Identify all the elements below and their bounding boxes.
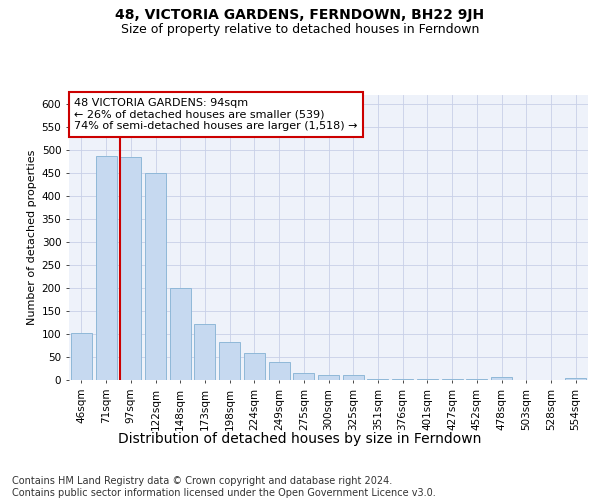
- Bar: [491, 377, 512, 380]
- Bar: [145, 172, 166, 380]
- Y-axis label: Number of detached properties: Number of detached properties: [28, 150, 37, 325]
- Bar: [318, 376, 339, 380]
- Bar: [269, 362, 290, 380]
- Text: Contains HM Land Registry data © Crown copyright and database right 2024.
Contai: Contains HM Land Registry data © Crown c…: [12, 476, 436, 498]
- Bar: [466, 379, 487, 380]
- Bar: [565, 378, 586, 380]
- Text: Size of property relative to detached houses in Ferndown: Size of property relative to detached ho…: [121, 22, 479, 36]
- Text: Distribution of detached houses by size in Ferndown: Distribution of detached houses by size …: [118, 432, 482, 446]
- Bar: [244, 354, 265, 380]
- Bar: [170, 288, 191, 380]
- Bar: [417, 379, 438, 380]
- Text: 48 VICTORIA GARDENS: 94sqm
← 26% of detached houses are smaller (539)
74% of sem: 48 VICTORIA GARDENS: 94sqm ← 26% of deta…: [74, 98, 358, 131]
- Bar: [95, 156, 116, 380]
- Bar: [71, 332, 92, 380]
- Bar: [442, 379, 463, 380]
- Bar: [219, 342, 240, 380]
- Bar: [367, 379, 388, 380]
- Bar: [293, 372, 314, 380]
- Bar: [194, 324, 215, 380]
- Bar: [120, 157, 141, 380]
- Text: 48, VICTORIA GARDENS, FERNDOWN, BH22 9JH: 48, VICTORIA GARDENS, FERNDOWN, BH22 9JH: [115, 8, 485, 22]
- Bar: [343, 376, 364, 380]
- Bar: [392, 379, 413, 380]
